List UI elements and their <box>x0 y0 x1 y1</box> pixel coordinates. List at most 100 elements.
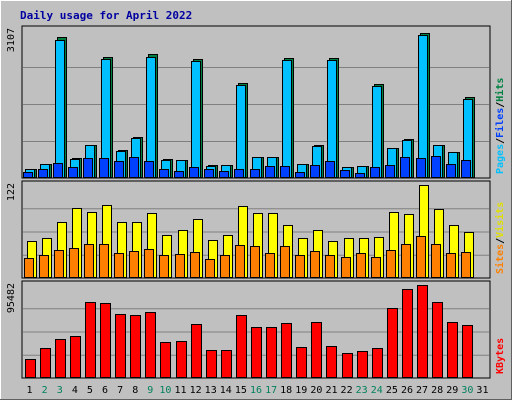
bar-pages-day-22 <box>340 170 350 178</box>
bar-kbytes-day-23 <box>357 351 368 378</box>
bar-sites-day-13 <box>205 259 215 278</box>
x-tick-label-day-26: 26 <box>401 385 413 396</box>
bar-kbytes-day-14 <box>221 350 232 378</box>
bar-kbytes-day-17 <box>266 327 277 378</box>
x-tick-label-day-6: 6 <box>102 385 108 396</box>
bar-pages-day-26 <box>400 157 410 178</box>
bar-pages-day-7 <box>114 161 124 178</box>
bar-pages-day-18 <box>280 166 290 178</box>
panels: 3107Pages/Files/Hits122Sites/Visits95482… <box>6 25 506 379</box>
x-tick-label-day-29: 29 <box>446 385 458 396</box>
bar-pages-day-24 <box>370 167 380 178</box>
bar-sites-day-11 <box>175 254 185 278</box>
bar-sites-day-24 <box>371 257 381 278</box>
bar-kbytes-day-10 <box>160 342 171 378</box>
bar-sites-day-20 <box>310 251 320 278</box>
bar-sites-day-10 <box>159 255 169 278</box>
x-tick-label-day-12: 12 <box>190 385 202 396</box>
legend-pages: Pages <box>495 144 506 174</box>
bar-kbytes-day-29 <box>447 322 458 378</box>
x-tick-label-day-23: 23 <box>356 385 368 396</box>
bar-kbytes-day-13 <box>206 350 217 378</box>
bar-sites-day-21 <box>325 255 335 278</box>
panel-middle: 122 Sites/Visits <box>6 180 506 279</box>
bar-kbytes-day-20 <box>311 322 322 378</box>
legend-visits: Visits <box>494 202 506 238</box>
bar-pages-day-6 <box>99 158 109 178</box>
bar-pages-day-27 <box>416 158 426 178</box>
bar-pages-day-13 <box>204 169 214 178</box>
x-tick-label-day-4: 4 <box>72 385 78 396</box>
x-tick-label-day-9: 9 <box>147 385 153 396</box>
side-legend-top: Pages/Files/Hits <box>494 78 506 174</box>
bar-kbytes-day-2 <box>40 348 51 378</box>
bar-sites-day-12 <box>190 252 200 278</box>
side-legend-bottom: KBytes <box>495 338 506 374</box>
legend-separator: / <box>495 102 506 108</box>
bar-kbytes-day-6 <box>100 303 111 378</box>
bar-pages-day-23 <box>355 173 365 178</box>
x-tick-label-day-22: 22 <box>341 385 353 396</box>
bar-kbytes-day-15 <box>236 315 247 378</box>
x-tick-label-day-5: 5 <box>87 385 93 396</box>
x-tick-label-day-10: 10 <box>159 385 171 396</box>
x-tick-label-day-16: 16 <box>250 385 262 396</box>
legend-separator: / <box>495 238 506 244</box>
x-tick-label-day-30: 30 <box>461 385 473 396</box>
bar-pages-day-9 <box>144 161 154 178</box>
bar-kbytes-day-19 <box>296 347 307 378</box>
bar-kbytes-day-16 <box>251 327 262 378</box>
bar-sites-day-5 <box>84 244 94 278</box>
x-tick-label-day-24: 24 <box>371 385 383 396</box>
bar-pages-day-16 <box>250 169 260 178</box>
bar-pages-day-10 <box>159 169 169 178</box>
bar-files-day-24 <box>372 86 382 178</box>
y-axis-max-label: 122 <box>6 183 17 201</box>
bar-kbytes-day-18 <box>281 323 292 378</box>
bar-pages-day-28 <box>431 156 441 178</box>
day-labels: 1 2 3 4 5 6 7 8 9 10 11 12 13 14 15 16 17 18 19 20 21 22 23 24 2… <box>27 385 489 396</box>
x-tick-label-day-13: 13 <box>205 385 217 396</box>
bar-sites-day-27 <box>416 236 426 278</box>
y-axis-max-label: 95482 <box>6 283 17 313</box>
bar-kbytes-day-8 <box>130 315 141 378</box>
bar-kbytes-day-5 <box>85 302 96 378</box>
x-tick-label-day-19: 19 <box>295 385 307 396</box>
bar-sites-day-4 <box>69 248 79 278</box>
x-tick-label-day-7: 7 <box>117 385 123 396</box>
x-tick-label-day-15: 15 <box>235 385 247 396</box>
legend-separator: / <box>495 138 506 144</box>
chart-title: Daily usage for April 2022 <box>20 9 192 22</box>
bar-files-day-3 <box>55 40 65 178</box>
bar-pages-day-1 <box>23 172 33 178</box>
bar-kbytes-day-1 <box>25 359 36 378</box>
bar-files-day-12 <box>191 61 201 178</box>
bar-kbytes-day-22 <box>342 353 353 378</box>
bar-pages-day-21 <box>325 161 335 178</box>
y-axis-max-label: 3107 <box>6 28 17 52</box>
bar-sites-day-2 <box>39 255 49 278</box>
x-tick-label-day-20: 20 <box>310 385 322 396</box>
bar-pages-day-14 <box>219 171 229 178</box>
bar-kbytes-day-12 <box>191 324 202 378</box>
bar-pages-day-5 <box>83 158 93 178</box>
bar-pages-day-30 <box>461 160 471 178</box>
bar-sites-day-25 <box>386 250 396 278</box>
panel-bottom: 95482 KBytes <box>6 280 506 379</box>
bar-pages-day-2 <box>38 169 48 178</box>
bar-sites-day-3 <box>54 250 64 278</box>
bar-pages-day-4 <box>68 167 78 178</box>
bar-sites-day-28 <box>431 244 441 278</box>
bar-sites-day-8 <box>129 251 139 278</box>
bar-kbytes-day-26 <box>402 289 413 378</box>
bar-pages-day-25 <box>385 165 395 178</box>
bar-kbytes-day-30 <box>462 325 473 378</box>
bar-sites-day-15 <box>235 245 245 278</box>
bar-sites-day-23 <box>356 253 366 278</box>
x-tick-label-day-11: 11 <box>174 385 186 396</box>
legend-files: Files <box>494 108 506 138</box>
bar-kbytes-day-11 <box>176 341 187 378</box>
x-tick-label-day-8: 8 <box>132 385 138 396</box>
bar-pages-day-19 <box>295 172 305 178</box>
bar-pages-day-17 <box>265 166 275 178</box>
